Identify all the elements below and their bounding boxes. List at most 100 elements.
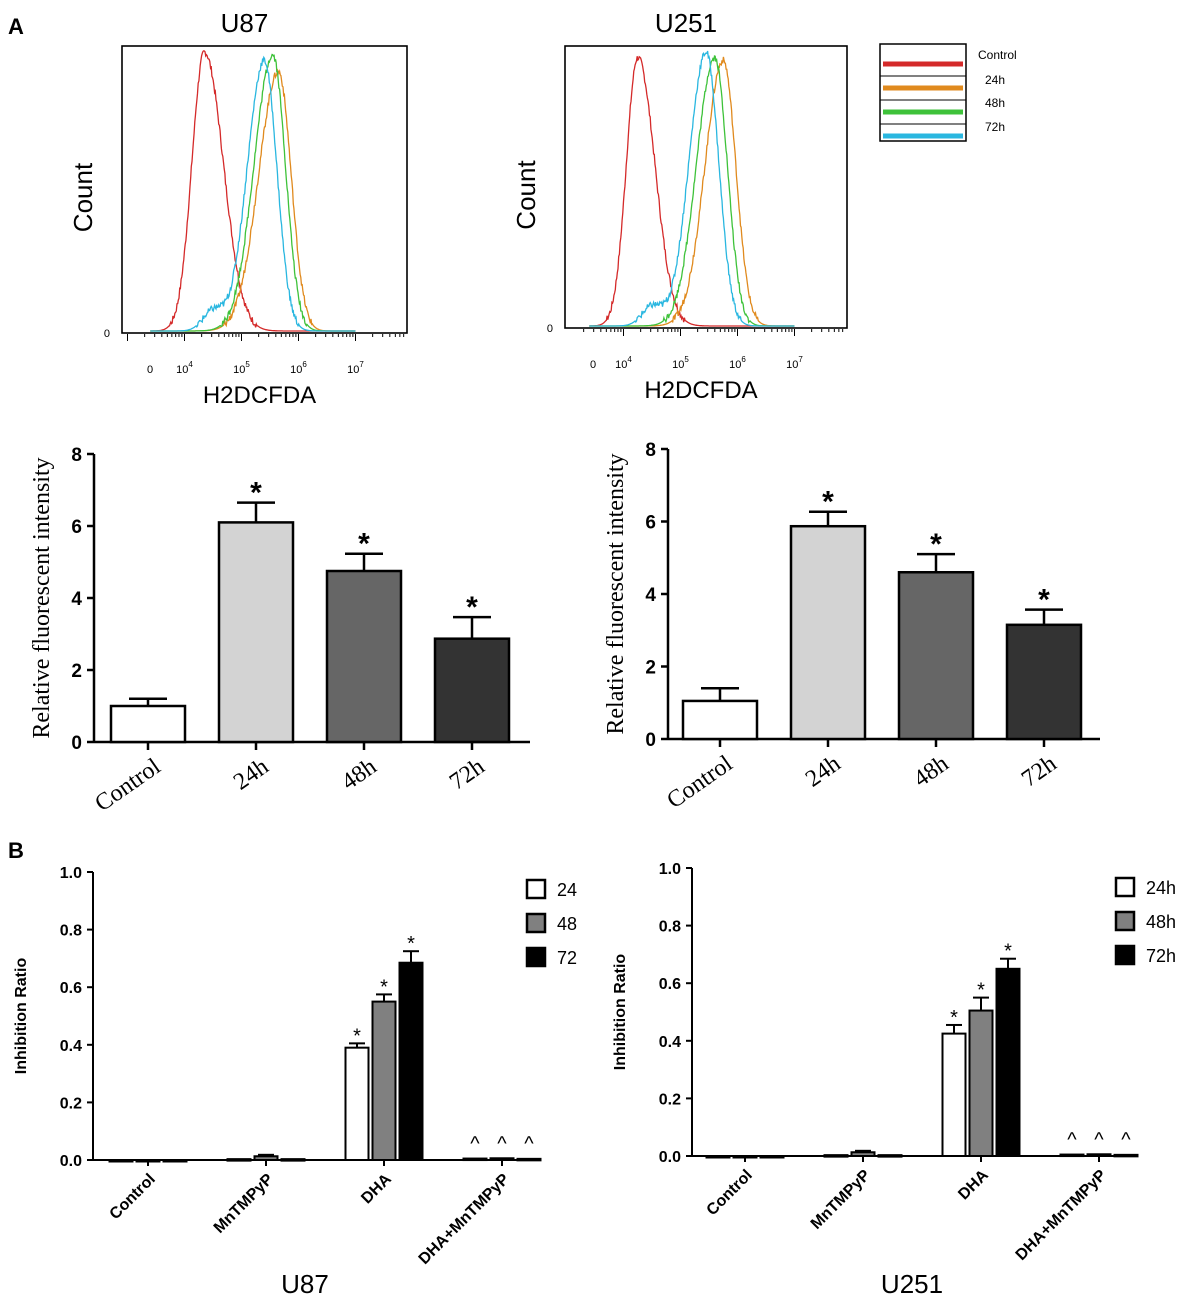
- significance-mark-72h: *: [466, 591, 478, 624]
- y-tick-label: 0.0: [659, 1149, 681, 1166]
- histogram-curve-24h: [589, 56, 795, 327]
- bar-48-dha-mntmpyp: [489, 1157, 515, 1161]
- histogram-y-label: Count: [511, 160, 541, 230]
- y-tick-label: 2: [71, 661, 82, 682]
- histogram-y-tick: 0: [104, 328, 110, 340]
- x-tick-label-24h: 24h: [229, 754, 273, 796]
- histogram-frame: [121, 45, 408, 334]
- x-tick-label-mntmpyp: MnTMPyP: [211, 1171, 277, 1237]
- bar_inhib_u251: 0.0 0.2 0.4 0.6 0.8 1.0 Inhibition Ratio Contro…: [612, 861, 1176, 1299]
- bar-72h-control: [759, 1155, 785, 1159]
- y-tick-label: 0.2: [60, 1095, 82, 1112]
- hist_u87: U87 0 Count H2DCFDA 0 104 105 106 107: [68, 8, 408, 409]
- histogram-title: U251: [655, 8, 717, 38]
- y-tick-label: 0.2: [659, 1091, 681, 1108]
- legend-label-72h: 72h: [1146, 946, 1176, 966]
- significance-mark-24-dha: *: [353, 1025, 361, 1047]
- significance-mark-48h-dha-mntmpyp: ^: [1094, 1129, 1104, 1151]
- y-tick-label: 8: [645, 440, 656, 461]
- histogram-curve-control: [150, 50, 356, 332]
- y-tick-label: 0.6: [60, 980, 82, 997]
- bar-72-mntmpyp: [280, 1158, 306, 1162]
- y-tick-label: 4: [71, 589, 82, 610]
- x-tick-label-control: Control: [662, 750, 737, 814]
- bar-24h-mntmpyp: [823, 1154, 849, 1158]
- x-tick-label-24h: 24h: [801, 751, 845, 793]
- legend-label-48h: 48h: [1146, 912, 1176, 932]
- x-tick-label-48h: 48h: [337, 754, 381, 796]
- panel-label-a: A: [8, 14, 24, 39]
- y-axis-title: Inhibition Ratio: [612, 954, 629, 1071]
- bar-48-dha: [371, 1000, 397, 1161]
- bar-72h-dha-mntmpyp: [1113, 1153, 1139, 1158]
- histogram-curve-72h: [150, 55, 356, 332]
- significance-mark-24h-dha: *: [950, 1007, 958, 1029]
- bar-72-dha-mntmpyp: [516, 1157, 542, 1162]
- significance-mark-24h: *: [250, 477, 262, 510]
- bar_ros_u251: 0 2 4 6 8 Relative fluorescent intensity Contr…: [603, 440, 1100, 814]
- histogram-legend: Control 24h 48h 72h: [879, 43, 1017, 142]
- legend-swatch-24: [525, 878, 547, 900]
- histogram-title: U87: [221, 8, 269, 38]
- histogram-curve-48h: [589, 55, 795, 327]
- bar-24-control: [108, 1159, 134, 1163]
- charts-layer: U87 0 Count H2DCFDA 0 104 105 106 107 U251 0 Count H…: [13, 8, 1176, 1299]
- bar-24h: [217, 521, 295, 744]
- bar-24h-dha-mntmpyp: [1059, 1153, 1085, 1158]
- bar-48h-mntmpyp: [850, 1151, 876, 1157]
- legend-swatch-72: [525, 946, 547, 968]
- bar-24h-control: [705, 1155, 731, 1159]
- bar-72h-mntmpyp: [877, 1154, 903, 1158]
- bar-24-mntmpyp: [226, 1158, 252, 1162]
- histogram-x-tick-label: 106: [729, 355, 746, 371]
- legend-label-72: 72: [557, 948, 577, 968]
- significance-mark-48h: *: [358, 528, 370, 561]
- x-tick-label-dha: DHA: [955, 1166, 992, 1203]
- y-tick-label: 8: [71, 445, 82, 466]
- significance-mark-72h-dha: *: [1004, 941, 1012, 963]
- y-tick-label: 0.4: [60, 1038, 82, 1055]
- histogram-x-tick-label: 104: [615, 355, 632, 371]
- legend-swatch-72h: [1114, 944, 1136, 966]
- histogram-curve-48h: [150, 53, 356, 332]
- x-tick-label-control: Control: [107, 1171, 159, 1223]
- bar_ros_u87: 0 2 4 6 8 Relative fluorescent intensity Contr…: [29, 445, 530, 817]
- significance-mark-72h-dha-mntmpyp: ^: [1121, 1129, 1131, 1151]
- y-axis-title: Inhibition Ratio: [13, 958, 30, 1075]
- bar-48h: [897, 571, 975, 741]
- significance-mark-48-dha: *: [380, 976, 388, 998]
- histogram-x-tick-label: 107: [786, 355, 803, 371]
- histogram-curve-24h: [150, 68, 356, 332]
- histogram-curve-control: [589, 55, 795, 327]
- histogram-x-tick-label: 104: [176, 360, 193, 376]
- y-tick-label: 4: [645, 585, 656, 606]
- histogram-y-label: Count: [68, 162, 98, 232]
- x-tick-label-mntmpyp: MnTMPyP: [808, 1167, 874, 1233]
- legend-swatch-48h: [1114, 910, 1136, 932]
- x-tick-label-control: Control: [704, 1167, 756, 1219]
- bar-72-control: [162, 1159, 188, 1163]
- bar-72h: [1005, 623, 1083, 741]
- significance-mark-48h: *: [930, 528, 942, 561]
- chart-title: U87: [281, 1269, 329, 1299]
- y-tick-label: 0: [71, 733, 82, 754]
- legend-swatch-48: [525, 912, 547, 934]
- bar-48h-dha: [968, 1009, 994, 1157]
- histogram-x-tick-label: 107: [347, 360, 364, 376]
- x-tick-label-dha: DHA: [358, 1170, 395, 1207]
- bar-24-dha-mntmpyp: [462, 1157, 488, 1162]
- y-tick-label: 1.0: [60, 865, 82, 882]
- bar-control: [681, 699, 759, 741]
- legend-label-24: 24: [557, 880, 577, 900]
- significance-mark-24h: *: [822, 486, 834, 519]
- bar-24-dha: [344, 1046, 370, 1162]
- bar-72h: [433, 637, 511, 744]
- significance-mark-48h-dha: *: [977, 980, 985, 1002]
- histogram-x-tick-label: 106: [290, 360, 307, 376]
- x-tick-label-72h: 72h: [1017, 751, 1061, 793]
- significance-mark-24h-dha-mntmpyp: ^: [1067, 1129, 1077, 1151]
- legend-label-48: 48: [557, 914, 577, 934]
- y-tick-label: 0.8: [60, 923, 82, 940]
- significance-mark-72-dha: *: [407, 933, 415, 955]
